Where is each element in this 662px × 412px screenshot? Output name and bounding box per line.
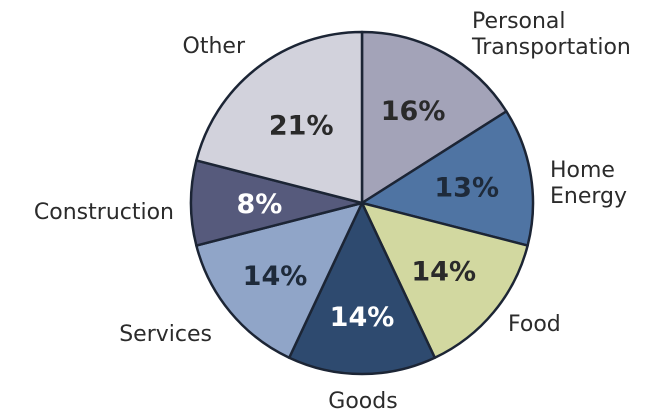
category-label-line: Goods: [328, 389, 397, 412]
category-label-construction: Construction: [34, 200, 174, 225]
category-label-line: Home: [550, 158, 615, 183]
pie-slices: [189, 30, 535, 376]
pct-label-personal-transportation: 16%: [381, 96, 446, 127]
category-label-food: Food: [508, 312, 561, 337]
pie-slice-services: [195, 201, 364, 359]
pct-label-construction: 8%: [236, 189, 282, 220]
category-label-line: Transportation: [471, 35, 631, 60]
category-label-personal-transportation: Personal Transportation: [471, 9, 631, 60]
category-label-line: Personal: [472, 9, 566, 34]
pie-slice-home-energy: [360, 110, 535, 247]
pct-label-home-energy: 13%: [434, 172, 499, 203]
percentage-labels: 16% 13% 14% 14% 14% 8% 21%: [236, 96, 499, 333]
pie-slice-goods: [287, 201, 437, 376]
category-label-line: Services: [119, 322, 212, 347]
category-label-line: Construction: [34, 200, 174, 225]
category-label-other: Other: [183, 34, 246, 59]
pct-label-goods: 14%: [330, 302, 395, 333]
pie-slice-other: [195, 30, 364, 205]
pct-label-services: 14%: [243, 261, 308, 292]
pie-slice-food: [360, 201, 529, 359]
category-label-services: Services: [119, 322, 212, 347]
pct-label-food: 14%: [411, 257, 476, 288]
pie-slice-personal-transportation: [360, 30, 508, 205]
category-label-line: Other: [183, 34, 246, 59]
category-label-home-energy: Home Energy: [550, 158, 627, 209]
category-label-goods: Goods: [328, 389, 397, 412]
category-labels: Personal Transportation Home Energy Food Good…: [34, 9, 631, 412]
category-label-line: Food: [508, 312, 561, 337]
pct-label-other: 21%: [269, 111, 334, 142]
category-label-line: Energy: [550, 184, 627, 209]
